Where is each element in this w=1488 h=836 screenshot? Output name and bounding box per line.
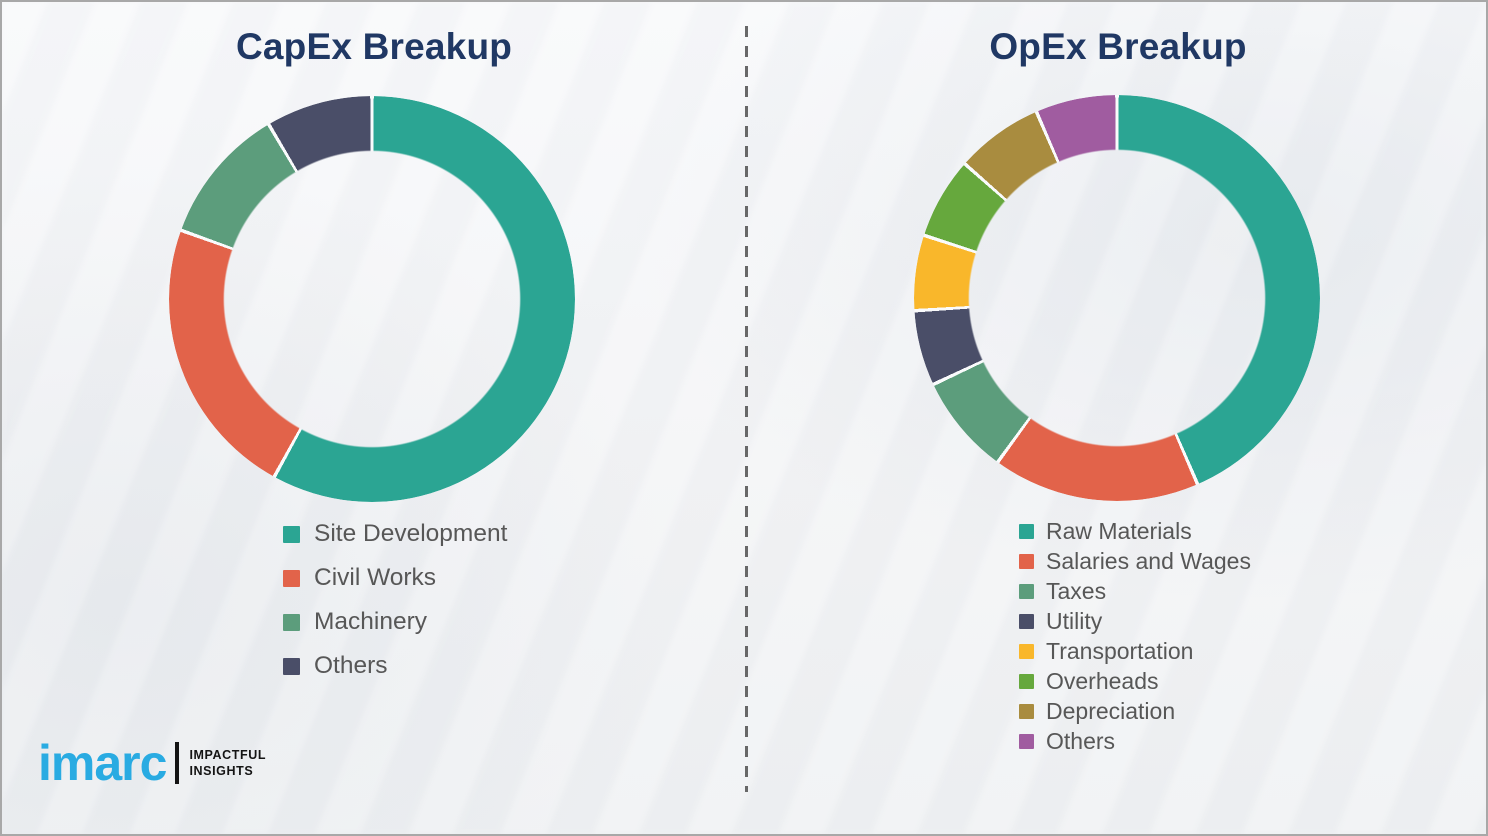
legend-item: Others (1019, 726, 1251, 756)
legend-swatch (283, 569, 300, 587)
opex-donut-chart (914, 95, 1320, 501)
logo-tagline: IMPACTFUL INSIGHTS (189, 747, 266, 780)
capex-donut-chart (169, 96, 575, 502)
opex-title: OpEx Breakup (989, 26, 1247, 67)
legend-item: Depreciation (1019, 696, 1251, 726)
legend-item: Utility (1019, 606, 1251, 636)
opex-legend: Raw Materials Salaries and Wages Taxes Util… (1019, 516, 1251, 756)
imarc-logo-text: imarc (38, 735, 167, 791)
legend-swatch (1019, 613, 1034, 629)
legend-label: Others (314, 652, 388, 679)
legend-swatch (1019, 583, 1034, 599)
legend-swatch (1019, 523, 1034, 539)
legend-swatch (1019, 703, 1034, 719)
logo-tagline-line1: IMPACTFUL (189, 747, 267, 762)
capex-title: CapEx Breakup (235, 26, 513, 67)
legend-item: Transportation (1019, 636, 1251, 666)
capex-panel: CapEx Breakup Site Development Civil Work… (2, 2, 746, 834)
opex-panel: OpEx Breakup Raw Materials Salaries and W… (746, 2, 1486, 834)
legend-label: Site Development (314, 520, 508, 547)
legend-label: Others (1046, 727, 1116, 754)
legend-item: Machinery (283, 600, 507, 644)
legend-swatch (1019, 673, 1034, 689)
legend-swatch (283, 613, 300, 631)
legend-label: Utility (1046, 607, 1103, 634)
legend-swatch (1019, 553, 1034, 569)
legend-item: Salaries and Wages (1019, 546, 1251, 576)
legend-item: Taxes (1019, 576, 1251, 606)
legend-label: Machinery (314, 608, 428, 635)
legend-label: Depreciation (1046, 697, 1176, 724)
logo-tagline-line2: INSIGHTS (189, 764, 254, 778)
dashed-divider (745, 26, 748, 792)
legend-label: Salaries and Wages (1046, 547, 1251, 574)
legend-item: Overheads (1019, 666, 1251, 696)
legend-swatch (1019, 643, 1034, 659)
legend-item: Raw Materials (1019, 516, 1251, 546)
legend-label: Taxes (1046, 577, 1107, 604)
capex-legend: Site Development Civil Works Machinery Othe… (283, 512, 507, 688)
legend-item: Civil Works (283, 556, 507, 600)
legend-item: Others (283, 644, 507, 688)
logo-separator-bar (175, 742, 180, 784)
imarc-logo: imarc IMPACTFUL INSIGHTS (38, 738, 266, 788)
legend-label: Overheads (1046, 667, 1159, 694)
legend-swatch (283, 525, 300, 543)
legend-swatch (283, 657, 300, 675)
legend-label: Civil Works (314, 564, 437, 591)
legend-label: Raw Materials (1046, 517, 1192, 544)
legend-swatch (1019, 733, 1034, 749)
legend-item: Site Development (283, 512, 507, 556)
legend-label: Transportation (1046, 637, 1194, 664)
